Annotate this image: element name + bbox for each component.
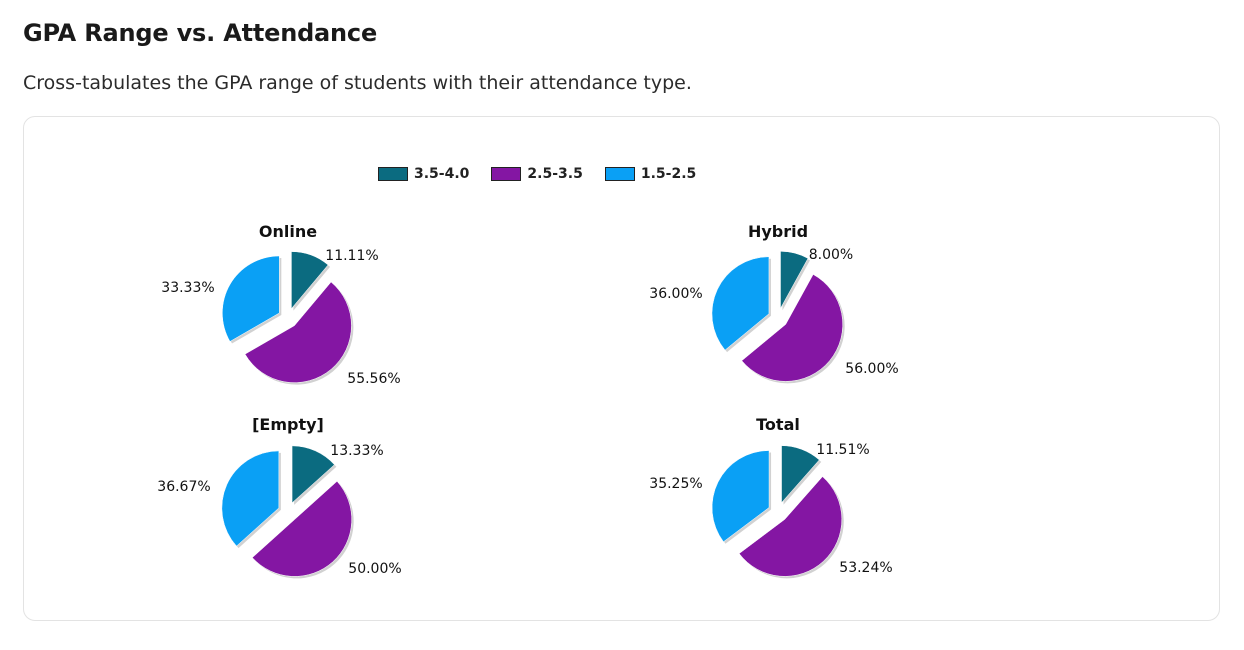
pie-data-label: 50.00% [348, 561, 401, 577]
pie-slice-1-5-2-5[interactable] [711, 450, 770, 543]
legend-item-2-5-3-5[interactable]: 2.5-3.5 [491, 166, 583, 182]
legend-swatch [378, 167, 408, 181]
legend-label: 3.5-4.0 [414, 166, 470, 182]
pie-title: Total [756, 415, 800, 434]
pie-slice-1-5-2-5[interactable] [221, 450, 280, 547]
pie-slice-3-5-4-0[interactable] [291, 251, 329, 310]
pie-slice-1-5-2-5[interactable] [711, 256, 770, 351]
pie-title: Online [259, 222, 317, 241]
legend-label: 2.5-3.5 [527, 166, 583, 182]
chart-legend: 3.5-4.0 2.5-3.5 1.5-2.5 [378, 166, 718, 182]
pie-slice-3-5-4-0[interactable] [780, 251, 809, 309]
pie-slice-2-5-3-5[interactable] [244, 281, 352, 383]
pie-data-label: 13.33% [330, 443, 383, 459]
pie-data-label: 11.11% [325, 248, 378, 264]
pie-data-label: 55.56% [347, 371, 400, 387]
legend-swatch [604, 167, 635, 181]
pie-data-label: 53.24% [839, 560, 892, 576]
pie-slice-2-5-3-5[interactable] [738, 476, 843, 577]
pie-chart-empty: [Empty] 13.33% 50.00% 36.67% [157, 415, 402, 579]
pie-data-label: 33.33% [161, 280, 214, 296]
pie-slice-3-5-4-0[interactable] [291, 445, 335, 504]
pie-chart-total: Total 11.51% 53.24% 35.25% [649, 415, 893, 579]
chart-card [23, 116, 1220, 621]
pie-data-label: 36.67% [157, 479, 210, 495]
pie-slice-2-5-3-5[interactable] [741, 274, 843, 382]
pie-data-label: 8.00% [809, 247, 853, 263]
legend-swatch [491, 167, 522, 181]
pie-slice-1-5-2-5[interactable] [222, 255, 280, 342]
legend-label: 1.5-2.5 [640, 166, 697, 182]
legend-item-1-5-2-5[interactable]: 1.5-2.5 [604, 166, 697, 182]
page-title: GPA Range vs. Attendance [23, 19, 378, 47]
pie-title: [Empty] [252, 415, 324, 434]
page-subtitle: Cross-tabulates the GPA range of student… [23, 72, 692, 94]
pie-data-label: 36.00% [649, 286, 702, 302]
legend-item-3-5-4-0[interactable]: 3.5-4.0 [378, 166, 469, 182]
pie-data-label: 35.25% [649, 476, 702, 492]
pie-slice-3-5-4-0[interactable] [781, 445, 820, 504]
pie-chart-online: Online 11.11% 55.56% 33.33% [161, 222, 400, 387]
pie-title: Hybrid [748, 222, 808, 241]
pie-data-label: 11.51% [816, 442, 869, 458]
pie-slice-2-5-3-5[interactable] [251, 480, 352, 577]
pie-data-label: 56.00% [845, 361, 898, 377]
